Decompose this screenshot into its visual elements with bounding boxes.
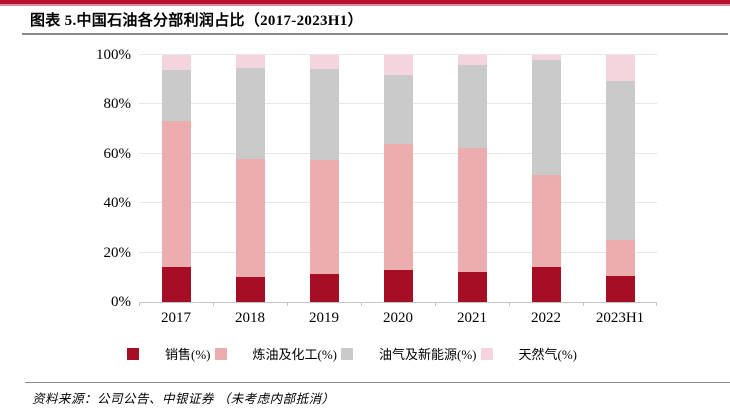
bar-segment [457,148,487,273]
x-axis-label: 2022 [531,310,561,326]
bar-segment [235,158,265,278]
legend-label: 销售(%) [165,347,211,362]
legend-swatch [127,347,139,360]
legend-item: 炼油及化工(%) [214,344,338,363]
bar-2018 [235,55,265,302]
bar-segment [457,272,487,302]
x-axis-tick [509,302,510,306]
bar-2022 [531,55,561,302]
bar-segment [383,75,413,145]
footer-divider [25,382,730,383]
bar-segment [309,160,339,275]
top-accent-bar [0,0,730,6]
bar-segment [605,240,635,277]
x-axis-label: 2020 [383,310,413,326]
bar-segment [235,67,265,159]
bar-segment [383,144,413,270]
legend: 销售(%) 炼油及化工(%) 油气及新能源(%) 天然气(%) [127,344,581,363]
x-axis-tick [361,302,362,306]
legend-item: 销售(%) [127,344,211,363]
legend-label: 炼油及化工(%) [252,347,338,362]
bar-segment [383,55,413,76]
bar-2019 [309,55,339,302]
x-axis-tick [139,302,140,306]
stacked-bar-chart: 销售(%) 炼油及化工(%) 油气及新能源(%) 天然气(%) 0% 20% 40% 60%… [96,47,657,363]
bar-segment [309,69,339,161]
bar-segment [531,175,561,267]
legend-item: 天然气(%) [480,344,578,363]
x-axis-tick [287,302,288,306]
bar-segment [531,266,561,302]
y-axis-label: 100% [96,47,131,63]
legend-label: 天然气(%) [518,347,578,362]
y-axis-label: 0% [111,294,131,310]
x-axis-tick [213,302,214,306]
legend-swatch [214,347,227,360]
bar-2021 [457,55,487,302]
bar-segment [605,55,635,82]
x-axis-tick [583,302,584,306]
y-axis-label: 20% [103,244,132,261]
bar-segment [161,120,191,267]
bar-2020 [383,55,413,302]
bar-segment [605,81,635,241]
legend-swatch [480,347,493,360]
chart-title: 图表 5.中国石油各分部利润占比（2017-2023H1） [30,13,363,29]
bar-segment [383,269,413,302]
bar-segment [161,69,191,121]
y-axis-label: 40% [103,195,132,212]
gridline [139,54,657,55]
x-axis-label: 2018 [235,310,265,326]
bar-segment [531,59,561,176]
y-axis-label: 80% [103,96,132,113]
plot-area [139,54,657,306]
title-divider [22,33,728,35]
x-axis-tick [435,302,436,306]
bar-segment [309,274,339,302]
legend-swatch [341,347,353,360]
x-axis-tick [656,302,657,306]
x-axis-label: 2023H1 [595,310,645,326]
bar-segment [457,55,487,66]
bar-segment [235,55,265,68]
bar-segment [161,266,191,302]
bar-segment [531,55,561,60]
legend-label: 油气及新能源(%) [379,347,477,362]
bar-2023H1 [605,55,635,302]
bar-segment [309,55,339,70]
x-axis-label: 2017 [161,310,191,326]
x-axis-label: 2019 [309,310,339,326]
y-axis-label: 60% [103,145,132,162]
bar-segment [235,277,265,302]
bar-segment [605,276,635,302]
source-note: 资料来源：公司公告、中银证券 （未考虑内部抵消） [32,392,335,406]
legend-item: 油气及新能源(%) [341,344,477,363]
x-axis-label: 2021 [457,310,487,326]
bar-2017 [161,55,191,302]
bar-segment [161,55,191,70]
bar-segment [457,65,487,149]
